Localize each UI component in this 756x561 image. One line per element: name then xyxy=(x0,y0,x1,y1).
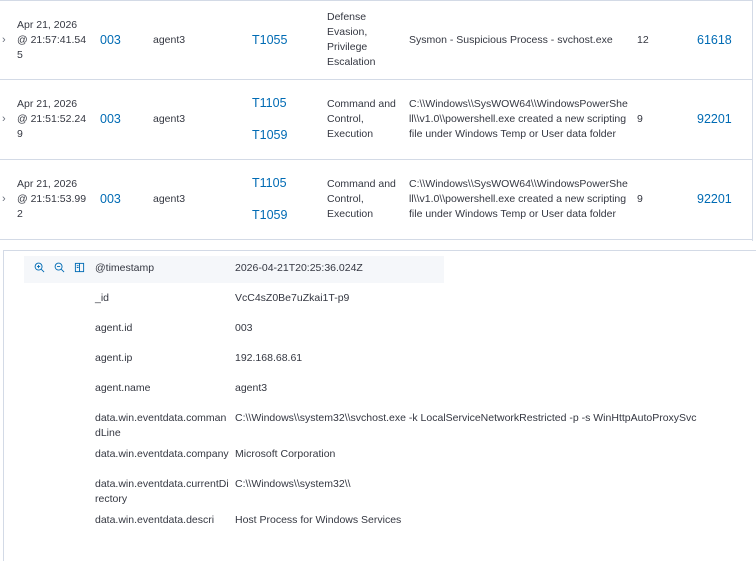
field-value: 192.168.68.61 xyxy=(235,352,303,364)
level-cell: 9 xyxy=(637,113,643,125)
detail-field-row: data.win.eventdata.currentDirectory C:\\… xyxy=(4,477,754,513)
field-name: agent.id xyxy=(95,322,133,334)
expand-row-icon[interactable]: › xyxy=(2,33,6,46)
description-cell: Sysmon - Suspicious Process - svchost.ex… xyxy=(409,1,629,79)
detail-field-row: data.win.eventdata.commandLine C:\\Windo… xyxy=(4,411,754,447)
timestamp-cell: Apr 21, 2026 @ 21:51:53.992 xyxy=(17,160,89,239)
agent-id-link[interactable]: 003 xyxy=(100,32,121,47)
field-name: @timestamp xyxy=(95,262,155,274)
zoom-in-icon[interactable] xyxy=(34,262,45,273)
description-cell: C:\\Windows\\SysWOW64\\WindowsPowerShell… xyxy=(409,80,629,159)
mitre-id-link[interactable]: T1059 xyxy=(252,208,288,222)
detail-field-row: @timestamp 2026-04-21T20:25:36.024Z xyxy=(4,261,754,291)
rule-id-link[interactable]: 92201 xyxy=(697,112,732,126)
mitre-id-cell: T1105 T1059 xyxy=(252,160,287,239)
detail-fields: @timestamp 2026-04-21T20:25:36.024Z _id V… xyxy=(4,261,754,543)
description-cell: C:\\Windows\\SysWOW64\\WindowsPowerShell… xyxy=(409,160,629,239)
agent-name-cell: agent3 xyxy=(153,193,186,205)
tactics-cell: Defense Evasion, Privilege Escalation xyxy=(327,1,403,79)
detail-field-row: data.win.eventdata.descri Host Process f… xyxy=(4,513,754,543)
tactics-text: Command and Control, Execution xyxy=(327,98,396,140)
field-name: data.win.eventdata.descri xyxy=(95,514,215,526)
field-name: data.win.eventdata.company xyxy=(95,448,229,460)
field-name: agent.name xyxy=(95,382,151,394)
timestamp-cell: Apr 21, 2026 @ 21:57:41.545 xyxy=(17,1,89,79)
table-row: › Apr 21, 2026 @ 21:51:52.249 003 agent3… xyxy=(0,80,752,160)
detail-field-row: agent.id 003 xyxy=(4,321,754,351)
description-text: C:\\Windows\\SysWOW64\\WindowsPowerShell… xyxy=(409,98,628,140)
level-cell: 9 xyxy=(637,193,643,205)
rule-id-link[interactable]: 61618 xyxy=(697,32,732,47)
detail-field-row: agent.ip 192.168.68.61 xyxy=(4,351,754,381)
mitre-id-cell: T1055 xyxy=(252,1,287,79)
expand-row-icon[interactable]: › xyxy=(2,193,6,205)
table-row: › Apr 21, 2026 @ 21:57:41.545 003 agent3… xyxy=(0,1,752,80)
rule-id-link[interactable]: 92201 xyxy=(697,192,732,206)
field-value: C:\\Windows\\system32\\ xyxy=(235,478,351,490)
timestamp-text: Apr 21, 2026 @ 21:57:41.545 xyxy=(17,18,87,61)
field-value: VcC4sZ0Be7uZkai1T-p9 xyxy=(235,292,350,304)
field-actions xyxy=(34,262,85,273)
field-value: Host Process for Windows Services xyxy=(235,514,402,526)
field-name: _id xyxy=(95,292,110,304)
detail-field-row: _id VcC4sZ0Be7uZkai1T-p9 xyxy=(4,291,754,321)
mitre-id-link[interactable]: T1059 xyxy=(252,128,288,142)
field-value: agent3 xyxy=(235,382,268,394)
tactics-text: Defense Evasion, Privilege Escalation xyxy=(327,11,376,68)
field-name: agent.ip xyxy=(95,352,133,364)
agent-name-cell: agent3 xyxy=(153,113,186,125)
document-detail-panel: @timestamp 2026-04-21T20:25:36.024Z _id V… xyxy=(3,250,756,561)
field-name: data.win.eventdata.currentDirectory xyxy=(95,478,229,505)
expand-row-icon[interactable]: › xyxy=(2,113,6,125)
tactics-cell: Command and Control, Execution xyxy=(327,80,403,159)
field-value: Microsoft Corporation xyxy=(235,448,336,460)
timestamp-text: Apr 21, 2026 @ 21:51:53.992 xyxy=(17,178,87,220)
description-text: Sysmon - Suspicious Process - svchost.ex… xyxy=(409,33,613,46)
mitre-id-cell: T1105 T1059 xyxy=(252,80,287,159)
agent-name-cell: agent3 xyxy=(153,33,186,46)
toggle-column-icon[interactable] xyxy=(74,262,85,273)
mitre-id-link[interactable]: T1105 xyxy=(252,176,287,190)
field-value: 003 xyxy=(235,322,253,334)
agent-id-link[interactable]: 003 xyxy=(100,112,121,126)
tactics-cell: Command and Control, Execution xyxy=(327,160,403,239)
detail-field-row: data.win.eventdata.company Microsoft Cor… xyxy=(4,447,754,477)
timestamp-text: Apr 21, 2026 @ 21:51:52.249 xyxy=(17,98,87,140)
field-name: data.win.eventdata.commandLine xyxy=(95,412,227,439)
field-value: 2026-04-21T20:25:36.024Z xyxy=(235,262,363,274)
table-row: › Apr 21, 2026 @ 21:51:53.992 003 agent3… xyxy=(0,160,752,240)
detail-field-row: agent.name agent3 xyxy=(4,381,754,411)
level-cell: 12 xyxy=(637,33,649,46)
alerts-table: › Apr 21, 2026 @ 21:57:41.545 003 agent3… xyxy=(0,0,753,241)
timestamp-cell: Apr 21, 2026 @ 21:51:52.249 xyxy=(17,80,89,159)
zoom-out-icon[interactable] xyxy=(54,262,65,273)
mitre-id-link[interactable]: T1105 xyxy=(252,96,287,110)
mitre-id-link[interactable]: T1055 xyxy=(252,32,288,47)
tactics-text: Command and Control, Execution xyxy=(327,178,396,220)
highlighted-row xyxy=(24,256,444,283)
agent-id-link[interactable]: 003 xyxy=(100,192,121,206)
field-value: C:\\Windows\\system32\\svchost.exe -k Lo… xyxy=(235,412,697,424)
description-text: C:\\Windows\\SysWOW64\\WindowsPowerShell… xyxy=(409,178,628,220)
